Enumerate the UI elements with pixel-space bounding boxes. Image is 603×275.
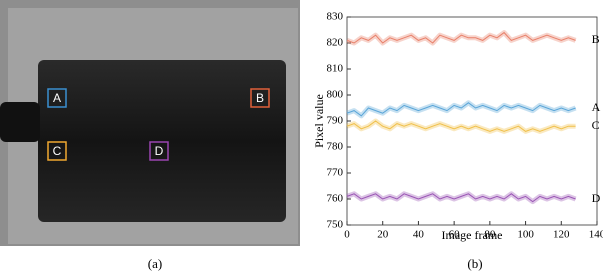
x-axis-label: Image frame xyxy=(442,228,503,242)
x-tick-label: 80 xyxy=(484,229,496,241)
caption: (b) xyxy=(467,256,482,271)
series-label: C xyxy=(592,118,600,132)
region-label: D xyxy=(155,144,164,158)
series-line xyxy=(346,193,576,203)
y-tick-label: 750 xyxy=(327,219,344,231)
region-box xyxy=(149,141,169,161)
region-label: C xyxy=(53,144,62,158)
x-tick-label: 100 xyxy=(517,229,534,241)
x-tick-label: 60 xyxy=(449,229,461,241)
series-label: B xyxy=(592,32,600,46)
y-axis-label: Pixel value xyxy=(312,94,326,148)
region-box xyxy=(47,88,67,108)
cylinder xyxy=(38,60,286,222)
x-tick-label: 140 xyxy=(589,229,603,241)
y-tick-label: 810 xyxy=(327,63,344,75)
x-tick-label: 20 xyxy=(377,229,389,241)
y-tick-label: 800 xyxy=(327,89,344,101)
x-tick-label: 40 xyxy=(413,229,425,241)
knob xyxy=(0,102,40,142)
series-line xyxy=(346,102,576,117)
y-tick-label: 790 xyxy=(327,115,344,127)
y-tick-label: 770 xyxy=(327,167,344,179)
y-tick-label: 830 xyxy=(327,11,344,23)
y-tick-label: 760 xyxy=(327,193,344,205)
xray-image xyxy=(0,0,300,246)
caption: (a) xyxy=(148,256,162,271)
x-tick-label: 0 xyxy=(344,229,350,241)
region-box xyxy=(47,141,67,161)
x-tick-label: 120 xyxy=(553,229,570,241)
series-line xyxy=(346,120,576,132)
series-line xyxy=(346,31,576,44)
region-box xyxy=(250,88,270,108)
region-label: B xyxy=(256,91,264,105)
y-tick-label: 820 xyxy=(327,37,344,49)
series-label: D xyxy=(592,191,601,205)
y-tick-label: 780 xyxy=(327,141,344,153)
series-label: A xyxy=(592,100,601,114)
series-band xyxy=(346,100,577,119)
region-label: A xyxy=(53,91,61,105)
